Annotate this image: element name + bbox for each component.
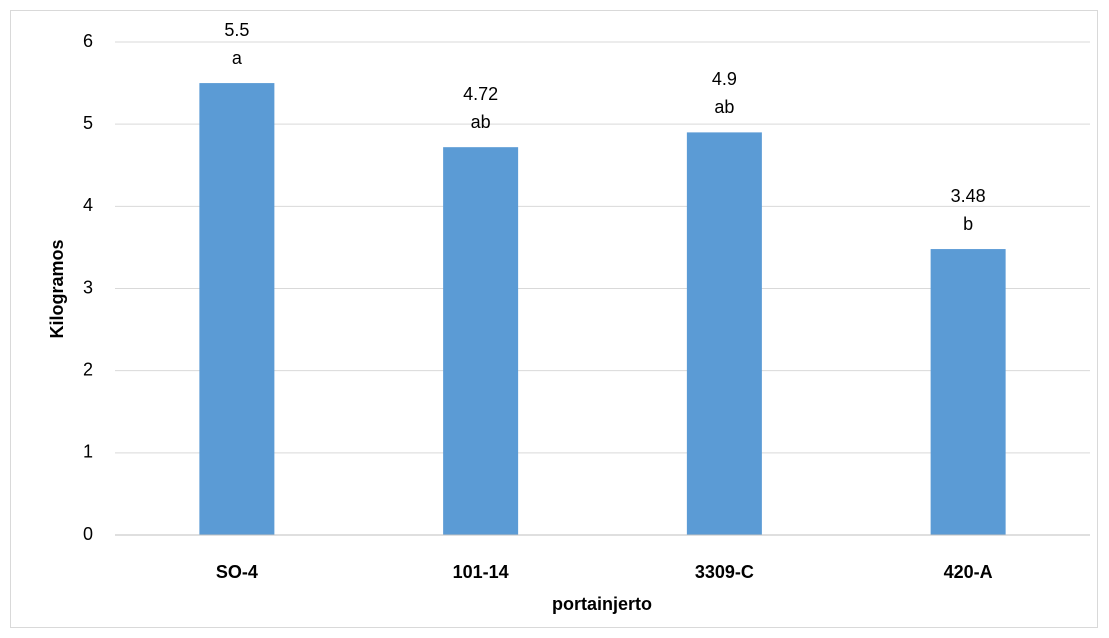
group-letter: ab bbox=[471, 112, 491, 132]
data-label: 4.9 bbox=[712, 69, 737, 89]
y-axis-title: Kilogramos bbox=[47, 239, 67, 338]
data-label: 3.48 bbox=[951, 186, 986, 206]
x-axis-title: portainjerto bbox=[552, 594, 652, 614]
bar bbox=[930, 249, 1006, 535]
group-letter: ab bbox=[714, 97, 734, 117]
y-tick-label: 4 bbox=[83, 195, 93, 215]
chart-border bbox=[10, 10, 1098, 628]
x-tick-label: 420-A bbox=[944, 562, 993, 582]
group-letter: a bbox=[232, 48, 243, 68]
bar bbox=[443, 147, 519, 535]
y-tick-label: 6 bbox=[83, 31, 93, 51]
x-tick-label: 101-14 bbox=[453, 562, 509, 582]
y-tick-label: 3 bbox=[83, 277, 93, 297]
y-tick-label: 2 bbox=[83, 359, 93, 379]
y-tick-label: 5 bbox=[83, 113, 93, 133]
bar bbox=[686, 132, 762, 535]
group-letter: b bbox=[963, 214, 973, 234]
bar bbox=[199, 83, 275, 535]
x-tick-label: 3309-C bbox=[695, 562, 754, 582]
y-tick-label: 0 bbox=[83, 524, 93, 544]
y-tick-label: 1 bbox=[83, 442, 93, 462]
data-label: 5.5 bbox=[224, 20, 249, 40]
x-tick-label: SO-4 bbox=[216, 562, 258, 582]
data-label: 4.72 bbox=[463, 84, 498, 104]
